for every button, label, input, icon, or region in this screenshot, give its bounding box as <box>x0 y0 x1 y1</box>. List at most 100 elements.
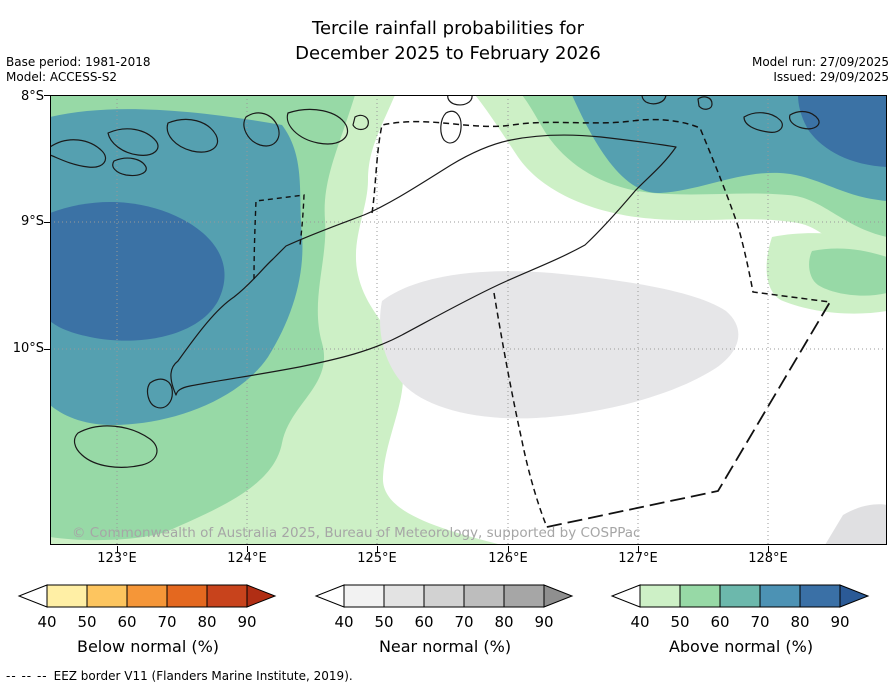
legend-tick-label: 80 <box>790 613 809 631</box>
semau-island-coastline <box>146 378 173 409</box>
above-region-east-strip-mid <box>809 248 887 296</box>
lon-tick <box>117 546 118 552</box>
legend-tick-label: 80 <box>494 613 513 631</box>
leti-island-coastline <box>743 112 783 133</box>
legend-tick-label: 70 <box>750 613 769 631</box>
legend-arrow-right <box>839 584 870 608</box>
above-region-west-dark <box>50 202 225 341</box>
run-metadata-right: Model run: 27/09/2025 Issued: 29/09/2025 <box>752 55 889 85</box>
legend-box <box>503 584 545 608</box>
legend-title-near-normal: Near normal (%) <box>378 637 512 656</box>
legend-tick-label: 60 <box>117 613 136 631</box>
eez-border-oecusse <box>253 194 305 280</box>
near-normal-region-corner <box>825 504 887 545</box>
legend-above-normal: 40 50 60 70 80 90 Above normal (%) <box>610 583 872 656</box>
legend-bar-near-normal: 40 50 60 70 80 90 <box>314 584 574 631</box>
legend-box <box>679 584 721 608</box>
legend-tick-label: 90 <box>534 613 553 631</box>
eez-border-west <box>493 292 548 528</box>
copyright-text: © Commonwealth of Australia 2025, Bureau… <box>72 525 640 541</box>
graticule <box>50 95 887 545</box>
run-metadata-left: Base period: 1981-2018 Model: ACCESS-S2 <box>6 55 151 85</box>
lon-label-124e: 124°E <box>227 551 267 566</box>
map-frame <box>50 95 887 545</box>
legend-bar-below-normal: 40 50 60 70 80 90 <box>17 584 277 631</box>
rain-probability-map: © Commonwealth of Australia 2025, Bureau… <box>49 94 887 545</box>
lon-tick <box>508 546 509 552</box>
lon-label-126e: 126°E <box>488 551 528 566</box>
legend-box <box>126 584 168 608</box>
adonara-island-coastline <box>107 128 159 156</box>
flores-tip-coastline <box>49 139 107 168</box>
issued-label: Issued: 29/09/2025 <box>773 70 889 84</box>
legend-tick-label: 40 <box>37 613 56 631</box>
legend-box <box>206 584 248 608</box>
legend-title-above-normal: Above normal (%) <box>668 637 814 656</box>
lon-label-128e: 128°E <box>748 551 788 566</box>
near-normal-region-central <box>380 271 739 419</box>
small-island-coastline <box>352 114 369 131</box>
above-region-northeast-dark <box>798 95 887 167</box>
wetar-tip-coastline <box>447 94 473 106</box>
legend-below-normal: 40 50 60 70 80 90 Below normal (%) <box>17 583 279 656</box>
lon-tick <box>768 546 769 552</box>
legend-tick-label: 60 <box>414 613 433 631</box>
solor-island-coastline <box>112 157 147 177</box>
legend-tick-label: 50 <box>77 613 96 631</box>
eez-border-southeast <box>546 301 831 528</box>
legend-tick-label: 70 <box>454 613 473 631</box>
eez-dash-sample: -- -- -- <box>6 669 48 683</box>
legend-box <box>343 584 385 608</box>
eez-borders <box>253 118 831 528</box>
eez-border-main <box>371 118 831 303</box>
legend-tick-label: 50 <box>374 613 393 631</box>
atauro-island-coastline <box>440 110 462 144</box>
legend-box <box>759 584 801 608</box>
map-canvas: © Commonwealth of Australia 2025, Bureau… <box>49 94 887 545</box>
alor-island-coastline <box>286 108 349 145</box>
coastlines <box>49 94 820 468</box>
legend-arrow-left <box>314 584 345 608</box>
lat-tick <box>44 222 50 223</box>
eez-footnote-text: EEZ border V11 (Flanders Marine Institut… <box>53 669 353 683</box>
legend-title-below-normal: Below normal (%) <box>76 637 220 656</box>
lat-tick <box>44 349 50 350</box>
legend-arrow-left <box>610 584 641 608</box>
legend-box <box>799 584 841 608</box>
lon-tick <box>247 546 248 552</box>
legend-tick-label: 80 <box>197 613 216 631</box>
legend-box <box>639 584 681 608</box>
legend-tick-label: 60 <box>710 613 729 631</box>
legend-arrow-left <box>17 584 48 608</box>
model-label: Model: ACCESS-S2 <box>6 70 118 84</box>
lat-label-9s: 9°S <box>20 214 44 229</box>
legend-tick-label: 40 <box>334 613 353 631</box>
legend-tick-label: 40 <box>630 613 649 631</box>
legend-arrow-right <box>543 584 574 608</box>
kisar-island-coastline <box>697 96 713 110</box>
legend-box <box>383 584 425 608</box>
lon-label-125e: 125°E <box>357 551 397 566</box>
lon-tick <box>638 546 639 552</box>
timor-island-coastline <box>170 134 677 396</box>
model-run-label: Model run: 27/09/2025 <box>751 55 889 69</box>
legend-arrow-right <box>246 584 277 608</box>
page-title-line2: December 2025 to February 2026 <box>295 43 601 64</box>
legend-near-normal: 40 50 60 70 80 90 Near normal (%) <box>314 583 576 656</box>
lon-label-123e: 123°E <box>97 551 137 566</box>
lon-tick <box>377 546 378 552</box>
legend-box <box>166 584 208 608</box>
base-period-label: Base period: 1981-2018 <box>6 55 151 69</box>
legend-tick-label: 70 <box>157 613 176 631</box>
lat-label-8s: 8°S <box>20 89 44 104</box>
legend-tick-label: 90 <box>830 613 849 631</box>
legend-box <box>463 584 505 608</box>
eez-footnote: -- -- -- EEZ border V11 (Flanders Marine … <box>6 669 353 683</box>
legend-tick-label: 50 <box>670 613 689 631</box>
legend-box <box>719 584 761 608</box>
moa-island-coastline <box>789 110 820 130</box>
legend-box <box>86 584 128 608</box>
rote-island-coastline <box>73 425 158 468</box>
lat-tick <box>44 95 50 96</box>
page-title-line1: Tercile rainfall probabilities for <box>312 18 584 39</box>
